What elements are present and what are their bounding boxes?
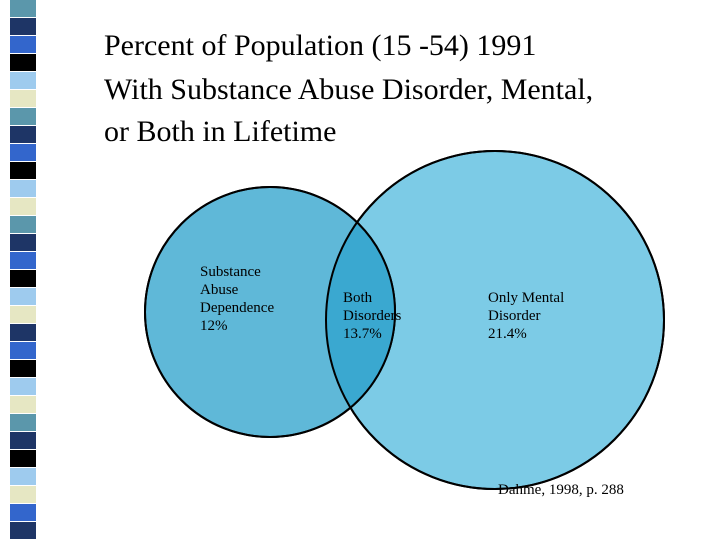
both-label-line: Disorders bbox=[343, 308, 402, 324]
strip-square bbox=[10, 18, 36, 35]
mental-label-value: 21.4% bbox=[488, 326, 527, 342]
strip-square bbox=[10, 162, 36, 179]
strip-square bbox=[10, 72, 36, 89]
mental-disorder-outline bbox=[325, 150, 665, 490]
substance-abuse-outline bbox=[144, 186, 396, 438]
strip-square bbox=[10, 234, 36, 251]
strip-square bbox=[10, 144, 36, 161]
strip-square bbox=[10, 414, 36, 431]
only-mental-disorder-label: Only Mental Disorder 21.4% bbox=[488, 289, 564, 343]
strip-square bbox=[10, 450, 36, 467]
strip-square bbox=[10, 270, 36, 287]
both-label-line: Both bbox=[343, 290, 373, 306]
title-line-2: With Substance Abuse Disorder, Mental, bbox=[104, 73, 594, 106]
substance-abuse-label: Substance Abuse Dependence 12% bbox=[200, 263, 274, 335]
strip-square bbox=[10, 216, 36, 233]
strip-square bbox=[10, 126, 36, 143]
strip-square bbox=[10, 54, 36, 71]
strip-square bbox=[10, 108, 36, 125]
strip-square bbox=[10, 324, 36, 341]
strip-square bbox=[10, 468, 36, 485]
strip-square bbox=[10, 360, 36, 377]
strip-square bbox=[10, 432, 36, 449]
substance-label-line: Dependence bbox=[200, 300, 275, 316]
substance-label-line: Abuse bbox=[200, 282, 239, 298]
substance-label-value: 12% bbox=[200, 318, 228, 334]
strip-square bbox=[10, 288, 36, 305]
strip-square bbox=[10, 306, 36, 323]
title-line-3: or Both in Lifetime bbox=[104, 115, 337, 148]
strip-square bbox=[10, 198, 36, 215]
strip-square bbox=[10, 90, 36, 107]
strip-square bbox=[10, 252, 36, 269]
strip-square bbox=[10, 522, 36, 539]
strip-square bbox=[10, 0, 36, 17]
strip-square bbox=[10, 180, 36, 197]
both-disorders-label: Both Disorders 13.7% bbox=[343, 289, 401, 343]
strip-square bbox=[10, 36, 36, 53]
strip-square bbox=[10, 378, 36, 395]
mental-label-line: Disorder bbox=[488, 308, 541, 324]
substance-label-line: Substance bbox=[200, 264, 261, 280]
strip-square bbox=[10, 504, 36, 521]
strip-square bbox=[10, 342, 36, 359]
strip-square bbox=[10, 396, 36, 413]
both-label-value: 13.7% bbox=[343, 326, 382, 342]
citation: Dahme, 1998, p. 288 bbox=[498, 482, 624, 498]
mental-label-line: Only Mental bbox=[488, 290, 565, 306]
title-line-1: Percent of Population (15 -54) 1991 bbox=[104, 29, 537, 62]
strip-square bbox=[10, 486, 36, 503]
